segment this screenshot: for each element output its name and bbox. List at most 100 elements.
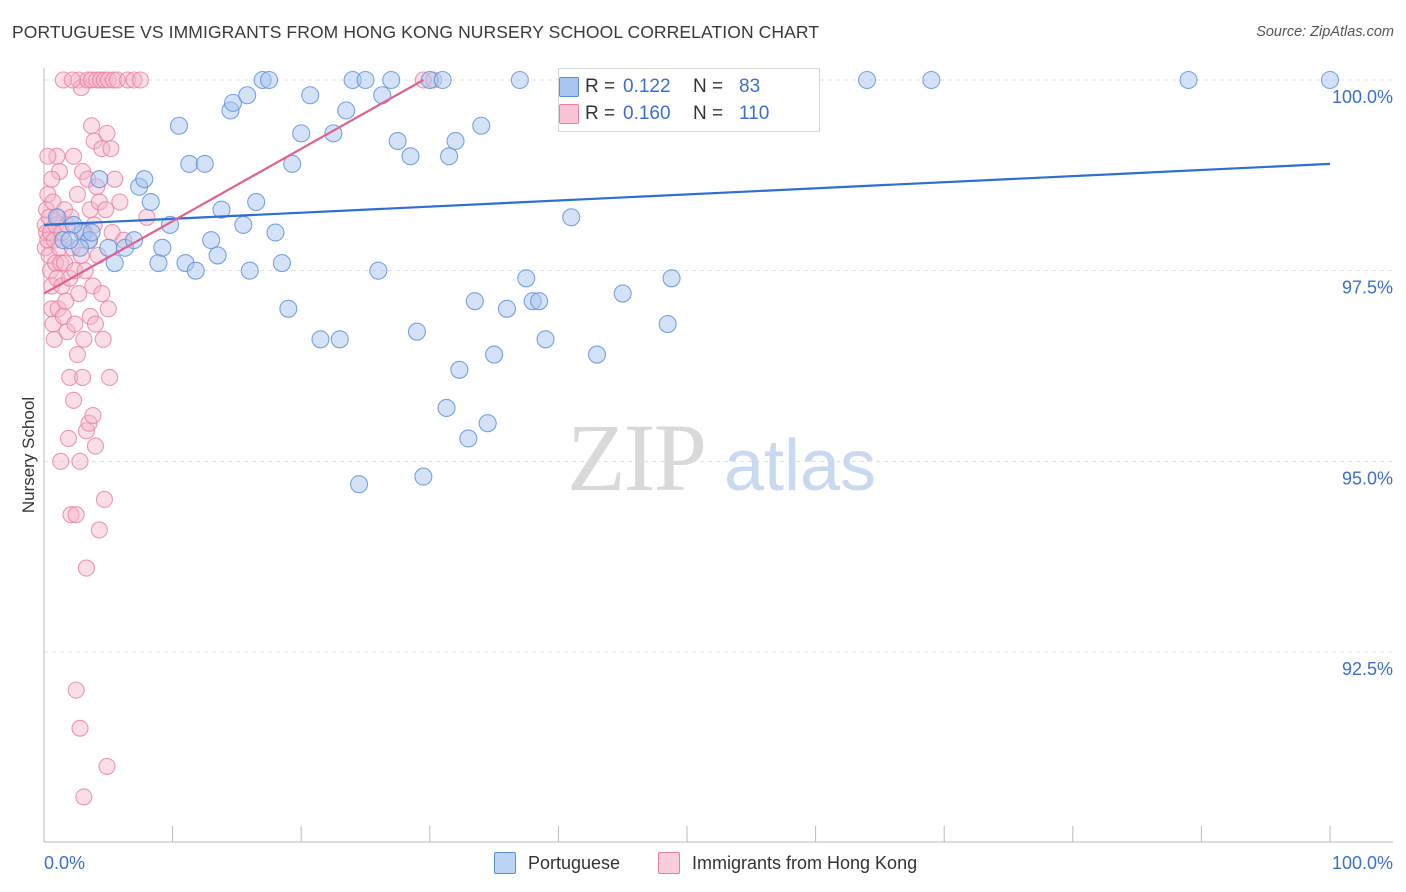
legend-swatch-pink [559, 104, 579, 124]
data-point-portuguese [382, 70, 401, 90]
data-point-hong-kong [99, 71, 117, 89]
data-point-hong-kong [66, 315, 84, 333]
data-point-portuguese [60, 231, 79, 250]
legend-item-portuguese: Portuguese [494, 852, 620, 874]
data-point-portuguese [510, 70, 529, 90]
data-point-hong-kong [74, 368, 92, 386]
data-point-portuguese [613, 284, 632, 303]
data-point-portuguese [857, 70, 877, 90]
legend-n-value: 83 [739, 76, 761, 97]
y-tick-label: 92.5% [1342, 659, 1393, 679]
legend-r-value: 0.160 [623, 103, 671, 124]
data-point-portuguese [440, 147, 459, 166]
data-point-hong-kong [71, 452, 89, 470]
data-point-hong-kong [61, 368, 79, 386]
data-point-portuguese [330, 330, 349, 349]
data-point-portuguese [433, 70, 452, 90]
x-tick-label-right: 100.0% [1332, 853, 1393, 873]
watermark: ZIP atlas [567, 404, 876, 511]
data-point-hong-kong [77, 559, 95, 577]
data-point-portuguese [135, 170, 154, 189]
data-point-portuguese [350, 475, 369, 494]
data-point-portuguese [202, 231, 221, 250]
data-point-portuguese [141, 192, 160, 212]
data-point-portuguese [311, 330, 330, 349]
data-point-portuguese [90, 170, 109, 189]
data-point-hong-kong [111, 193, 129, 211]
data-point-portuguese [446, 131, 465, 151]
y-axis-label: Nursery School [19, 397, 38, 513]
data-point-hong-kong [90, 521, 108, 539]
watermark-atlas: atlas [724, 426, 876, 506]
trend-line-hong-kong [43, 79, 424, 295]
legend-item-hong-kong: Immigrants from Hong Kong [658, 852, 917, 874]
legend-n-label: N = [693, 76, 724, 97]
legend-label-hong-kong: Immigrants from Hong Kong [692, 852, 918, 873]
data-point-hong-kong [62, 506, 80, 524]
data-point-hong-kong [84, 407, 102, 425]
trend-line-portuguese [43, 162, 1331, 227]
data-point-hong-kong [54, 71, 72, 89]
data-point-hong-kong [131, 71, 149, 89]
data-point-portuguese [259, 70, 279, 90]
y-tick-labels: 100.0% 97.5% 95.0% 92.5% [1332, 87, 1393, 679]
data-point-hong-kong [86, 437, 104, 455]
data-point-hong-kong [65, 147, 83, 165]
series-portuguese-points [47, 70, 1340, 494]
legend-row-hong-kong: R = 0.160 N = 110 [559, 101, 769, 127]
data-point-portuguese [223, 93, 243, 112]
data-point-portuguese [530, 292, 549, 311]
data-point-hong-kong [67, 506, 85, 524]
data-point-portuguese [658, 315, 677, 334]
x-tick-labels: 0.0% 100.0% [44, 853, 1393, 873]
y-tick-label: 97.5% [1342, 278, 1393, 298]
data-point-portuguese [153, 238, 172, 257]
data-point-portuguese [472, 116, 491, 135]
data-point-hong-kong [79, 71, 97, 89]
data-point-portuguese [292, 124, 311, 143]
data-point-portuguese [208, 246, 227, 265]
data-point-portuguese [369, 261, 388, 280]
data-point-hong-kong [99, 300, 117, 318]
data-point-portuguese [272, 253, 291, 273]
data-point-hong-kong [63, 71, 81, 89]
data-point-portuguese [1179, 70, 1198, 90]
data-point-portuguese [180, 154, 199, 173]
data-point-hong-kong [45, 330, 63, 348]
data-point-hong-kong [138, 208, 156, 226]
data-point-hong-kong [97, 201, 115, 219]
data-point-hong-kong [98, 124, 116, 142]
trend-lines [43, 79, 1331, 295]
data-point-hong-kong [106, 170, 124, 188]
data-point-hong-kong [83, 71, 101, 89]
data-point-portuguese [459, 429, 478, 448]
data-point-portuguese [562, 208, 581, 227]
legend-label-portuguese: Portuguese [528, 852, 621, 873]
data-point-portuguese [373, 86, 392, 105]
data-point-hong-kong [119, 71, 137, 89]
data-point-portuguese [485, 345, 504, 364]
data-point-portuguese [301, 86, 320, 105]
data-point-portuguese [437, 398, 456, 417]
data-point-portuguese [234, 215, 253, 234]
data-point-portuguese [356, 70, 375, 90]
legend-r-value: 0.122 [623, 76, 671, 97]
data-point-portuguese [465, 292, 484, 311]
data-point-hong-kong [93, 140, 111, 158]
data-point-portuguese [414, 467, 433, 486]
data-point-portuguese [1320, 70, 1340, 90]
data-point-portuguese [266, 223, 285, 242]
data-point-hong-kong [83, 117, 101, 135]
data-point-portuguese [212, 200, 231, 219]
data-point-hong-kong [43, 170, 61, 188]
legend-swatch-blue [494, 852, 516, 874]
data-point-hong-kong [104, 71, 122, 89]
data-point-hong-kong [39, 147, 57, 165]
legend-r-label: R = [585, 76, 616, 97]
data-point-hong-kong [98, 757, 116, 775]
data-point-portuguese [283, 154, 302, 173]
data-point-hong-kong [67, 681, 85, 699]
data-point-portuguese [662, 269, 681, 288]
data-point-portuguese [149, 253, 168, 273]
